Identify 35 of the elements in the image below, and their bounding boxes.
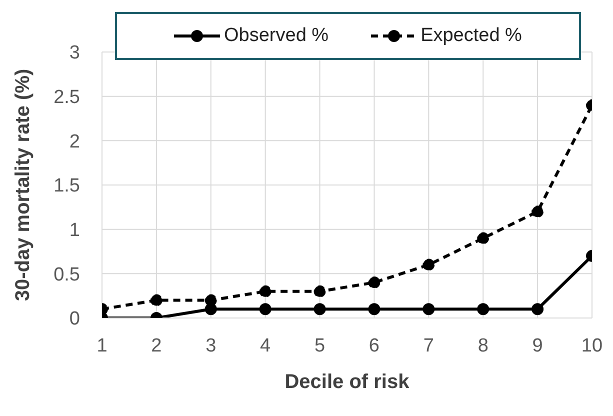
y-tick-label: 3 xyxy=(69,42,80,64)
point xyxy=(422,303,435,316)
x-tick-label: 6 xyxy=(368,335,380,356)
point xyxy=(259,285,272,298)
x-tick-label: 1 xyxy=(96,335,108,356)
y-tick-label: 2.5 xyxy=(54,87,80,108)
x-tick-label: 2 xyxy=(151,335,162,356)
point xyxy=(150,294,162,306)
point xyxy=(368,303,380,316)
point xyxy=(532,303,544,316)
y-tick-label: 0 xyxy=(69,308,80,330)
y-tick-label: 1.5 xyxy=(54,176,80,197)
point xyxy=(314,285,326,298)
y-tick-label: 1 xyxy=(69,220,80,242)
point xyxy=(314,303,326,316)
x-tick-label: 9 xyxy=(532,335,543,356)
x-tick-label: 4 xyxy=(260,335,272,356)
y-tick-label: 0.5 xyxy=(54,264,80,286)
point xyxy=(259,303,272,316)
y-tick-label: 2 xyxy=(69,131,80,152)
x-tick-label: 5 xyxy=(314,335,326,356)
point xyxy=(422,258,435,271)
point xyxy=(368,276,380,289)
point xyxy=(477,232,490,244)
legend-label: Observed % xyxy=(224,25,329,47)
point xyxy=(477,303,490,316)
x-tick-label: 3 xyxy=(206,335,216,356)
point xyxy=(532,206,544,218)
x-tick-label: 8 xyxy=(478,335,488,356)
x-tick-label: 7 xyxy=(423,335,434,356)
x-tick-label: 10 xyxy=(581,335,603,356)
x-axis-title: Decile of risk xyxy=(284,371,410,393)
legend-label: Expected % xyxy=(420,25,522,47)
y-axis-title: 30-day mortality rate (%) xyxy=(12,68,34,302)
point xyxy=(204,294,217,306)
